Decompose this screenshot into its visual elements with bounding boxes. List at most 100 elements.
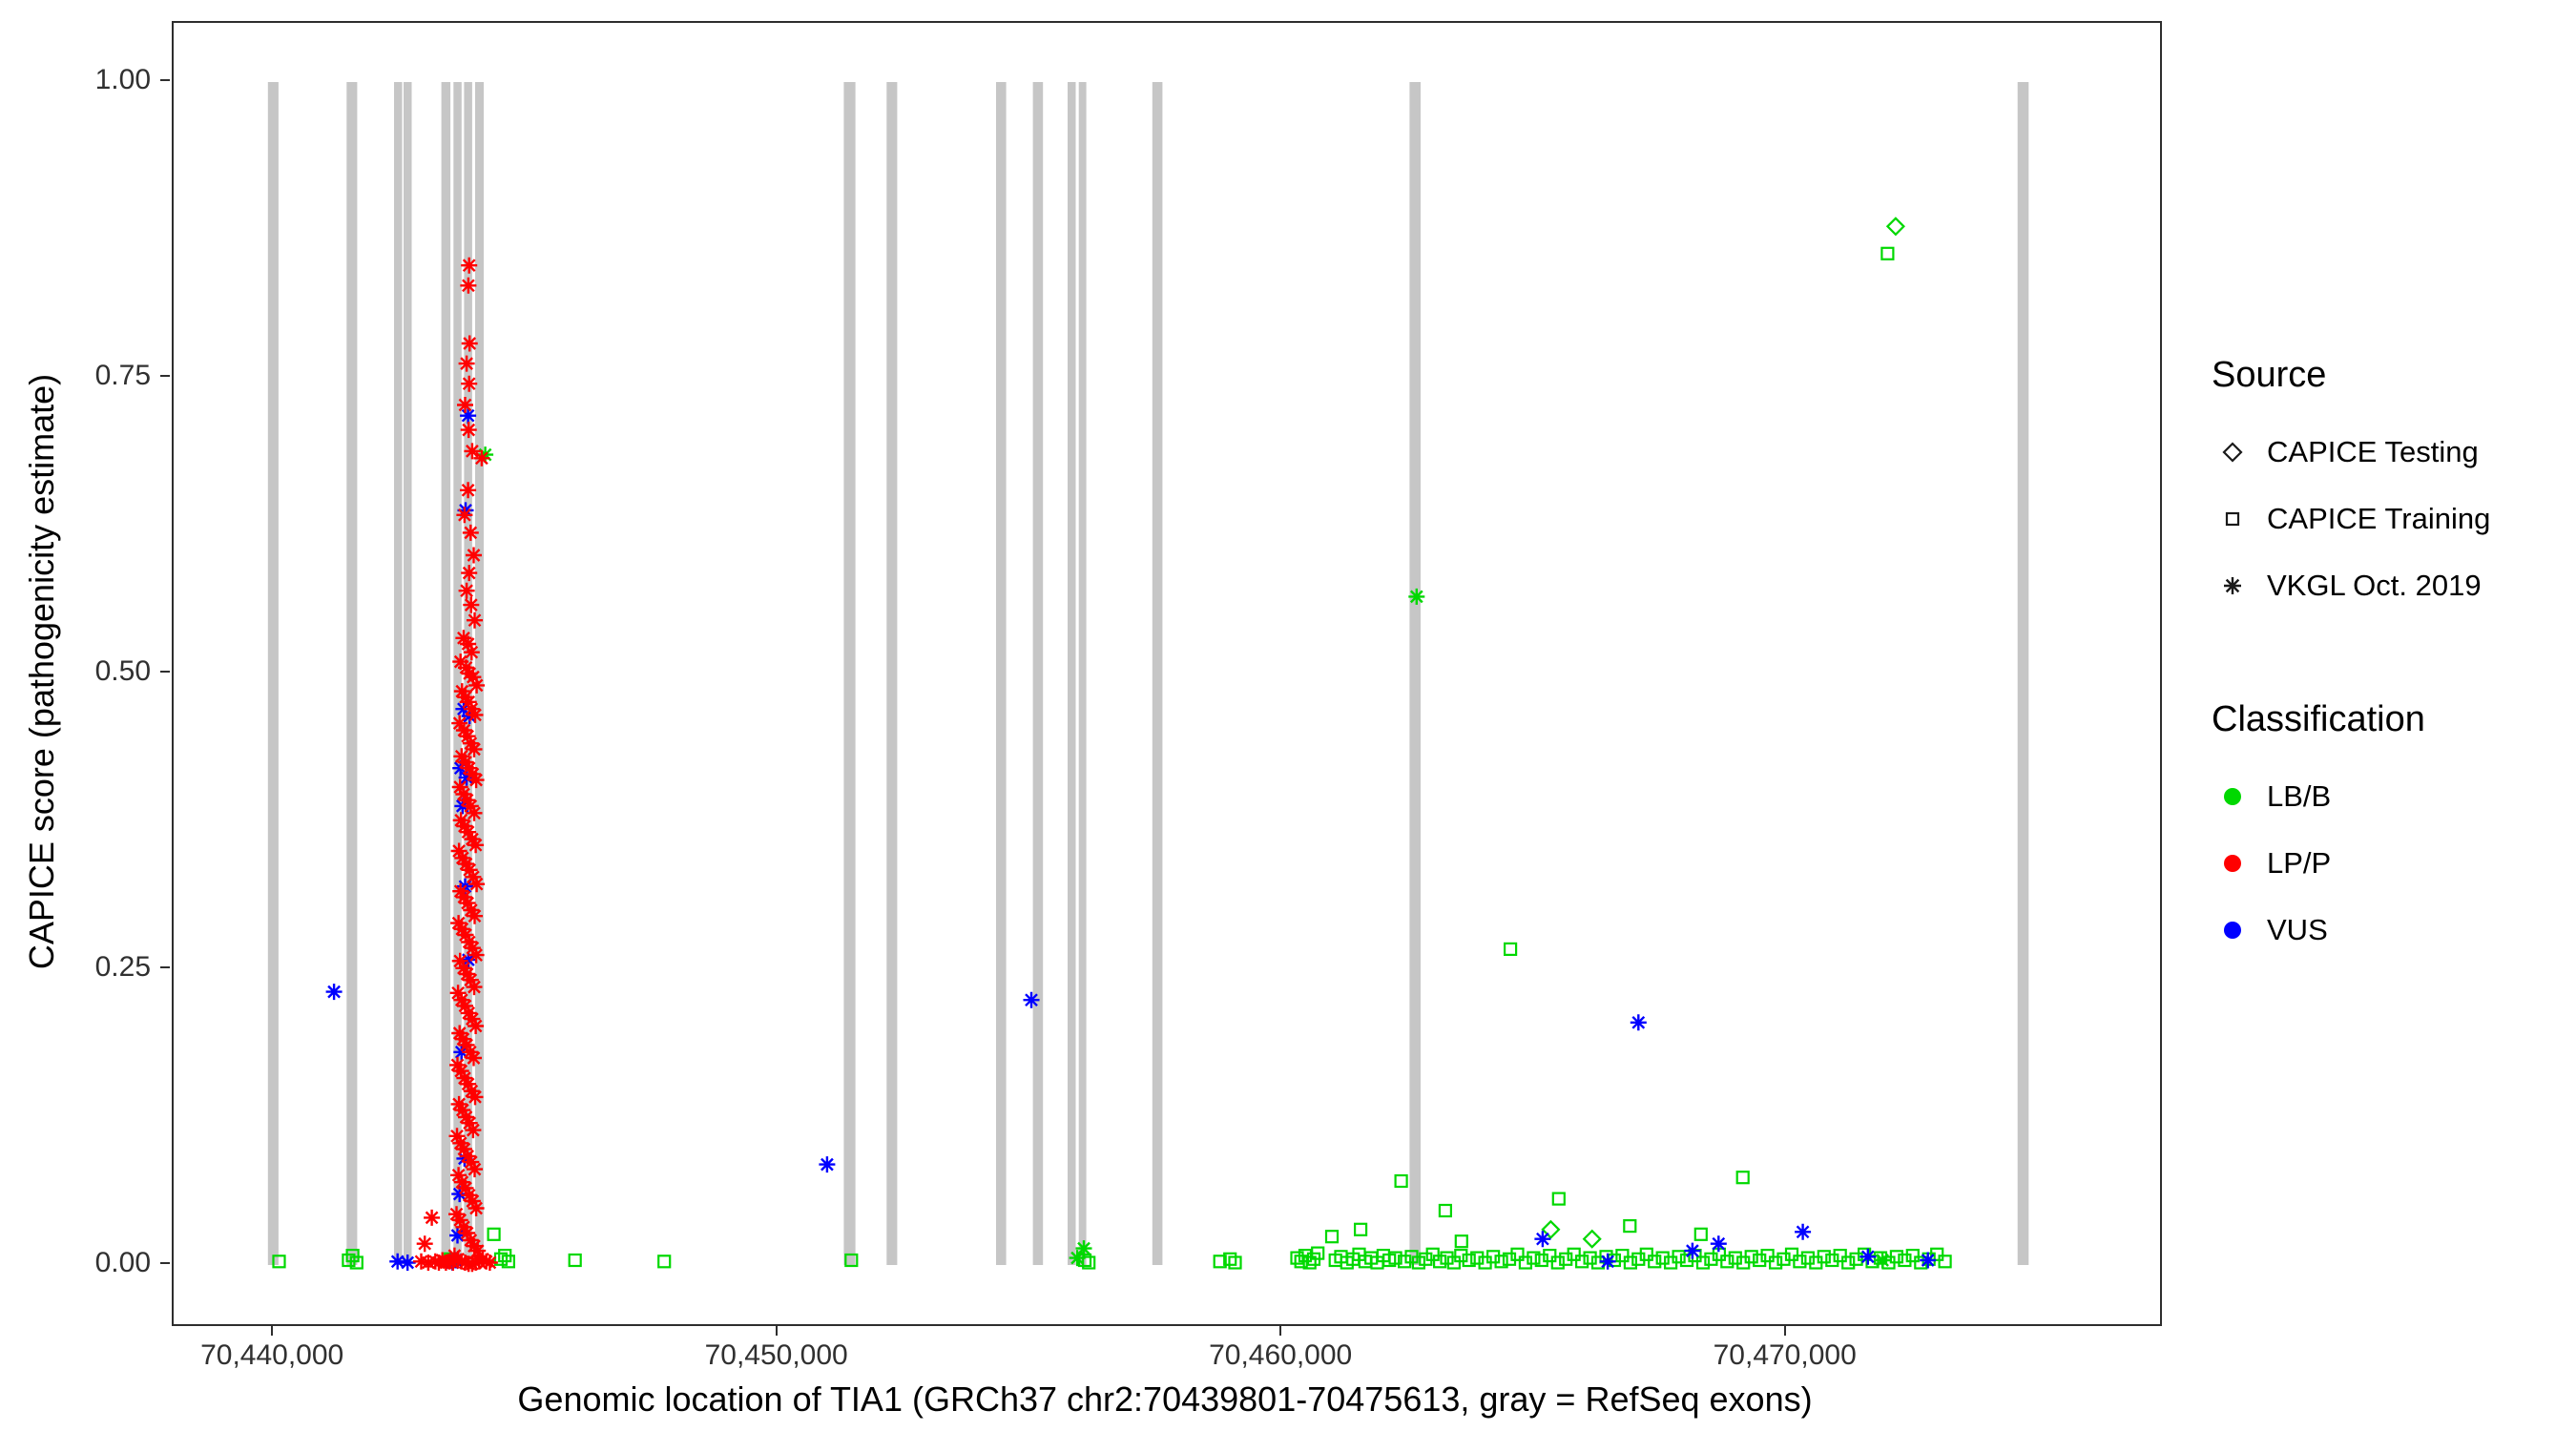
point-asterisk xyxy=(413,1253,429,1270)
refseq-exon-bar xyxy=(1032,82,1044,1265)
point-asterisk xyxy=(461,335,478,352)
point-asterisk xyxy=(461,1187,478,1204)
point-square xyxy=(1672,1250,1686,1264)
legend-item-label: LP/P xyxy=(2267,846,2332,880)
point-asterisk xyxy=(464,443,481,460)
point-asterisk xyxy=(456,1069,473,1087)
point-asterisk xyxy=(467,706,484,723)
refseq-exon-bar xyxy=(346,82,358,1265)
point-asterisk xyxy=(455,960,472,977)
point-square xyxy=(568,1253,582,1268)
point-square xyxy=(501,1255,515,1269)
point-asterisk xyxy=(467,772,485,789)
point-asterisk xyxy=(463,644,480,661)
point-asterisk xyxy=(1710,1235,1727,1253)
point-square xyxy=(1720,1255,1735,1269)
classification-dot-legend-icon xyxy=(2224,922,2241,939)
point-square xyxy=(1438,1203,1453,1218)
y-axis-tick-label: 0.00 xyxy=(94,1247,151,1278)
point-square xyxy=(844,1253,859,1268)
point-asterisk xyxy=(459,1148,476,1165)
point-asterisk xyxy=(424,1209,441,1226)
point-asterisk xyxy=(467,1161,483,1178)
point-asterisk xyxy=(460,277,477,294)
point-asterisk xyxy=(1599,1253,1616,1270)
point-asterisk xyxy=(462,735,479,752)
point-asterisk xyxy=(464,765,481,782)
x-axis-tick-mark xyxy=(271,1326,274,1336)
point-asterisk xyxy=(467,1200,485,1216)
point-asterisk xyxy=(464,940,481,957)
point-asterisk xyxy=(464,1192,481,1210)
point-square xyxy=(1930,1247,1944,1261)
point-asterisk xyxy=(450,915,467,932)
point-asterisk xyxy=(458,659,474,676)
point-asterisk xyxy=(467,837,485,854)
refseq-exon-bar xyxy=(886,82,898,1265)
point-asterisk xyxy=(481,1255,498,1271)
point-asterisk xyxy=(461,565,478,582)
asterisk-legend-icon xyxy=(2224,577,2241,594)
point-asterisk xyxy=(456,818,473,835)
point-asterisk xyxy=(450,1167,467,1184)
y-axis-tick-mark xyxy=(160,1262,170,1264)
point-square xyxy=(1889,1250,1904,1264)
point-square xyxy=(1760,1248,1775,1263)
point-asterisk xyxy=(450,842,467,860)
point-asterisk xyxy=(456,507,473,524)
point-square xyxy=(1213,1255,1227,1269)
point-asterisk xyxy=(389,1253,406,1270)
x-axis-tick-label: 70,470,000 xyxy=(1713,1339,1857,1371)
point-asterisk xyxy=(1684,1242,1701,1259)
diamond-legend-icon xyxy=(2222,442,2243,463)
legend-item-vkgl-oct-2019: VKGL Oct. 2019 xyxy=(2212,552,2572,619)
point-asterisk xyxy=(1795,1223,1812,1240)
legend-classification-items: LB/B LP/P VUS xyxy=(2212,763,2572,964)
legend-item-label: CAPICE Training xyxy=(2267,502,2491,535)
point-asterisk xyxy=(466,979,483,996)
point-square xyxy=(1574,1255,1589,1269)
point-asterisk xyxy=(465,868,482,885)
refseq-exon-bar xyxy=(1068,82,1076,1265)
point-asterisk xyxy=(453,683,470,700)
refseq-exon-bar xyxy=(441,82,451,1265)
point-asterisk xyxy=(458,769,475,786)
refseq-exon-bar xyxy=(996,82,1007,1265)
point-square xyxy=(1543,1248,1557,1263)
y-axis-tick-label: 1.00 xyxy=(94,64,151,95)
point-asterisk xyxy=(454,1030,471,1047)
point-square xyxy=(1411,1255,1426,1270)
point-diamond xyxy=(1541,1219,1561,1239)
classification-dot-legend-icon xyxy=(2224,855,2241,872)
point-asterisk xyxy=(457,926,474,944)
point-asterisk xyxy=(1630,1014,1647,1031)
point-asterisk xyxy=(467,1018,485,1034)
x-axis-tick-label: 70,440,000 xyxy=(200,1339,344,1371)
point-asterisk xyxy=(462,1044,479,1061)
point-asterisk xyxy=(458,355,475,372)
point-asterisk xyxy=(455,1141,472,1157)
point-square xyxy=(1388,1251,1402,1265)
point-asterisk xyxy=(1023,991,1040,1008)
point-asterisk xyxy=(464,831,481,848)
point-asterisk xyxy=(460,407,477,425)
y-axis-tick-mark xyxy=(160,375,170,377)
point-asterisk xyxy=(466,1049,482,1067)
legend-item-vus: VUS xyxy=(2212,897,2572,964)
point-asterisk xyxy=(468,676,486,694)
y-axis-tick-mark xyxy=(160,671,170,673)
point-asterisk xyxy=(462,1232,479,1249)
point-asterisk xyxy=(1920,1252,1937,1269)
x-axis-tick-label: 70,450,000 xyxy=(704,1339,848,1371)
point-square xyxy=(1905,1248,1920,1263)
point-asterisk xyxy=(1069,1250,1086,1267)
point-asterisk xyxy=(461,861,478,879)
point-asterisk xyxy=(460,422,477,439)
point-asterisk xyxy=(468,876,486,893)
point-square xyxy=(1394,1173,1408,1189)
point-square xyxy=(1432,1255,1447,1269)
point-asterisk xyxy=(466,740,483,757)
point-asterisk xyxy=(457,397,473,413)
legend-item-label: CAPICE Testing xyxy=(2267,435,2479,468)
point-asterisk xyxy=(449,985,467,1002)
